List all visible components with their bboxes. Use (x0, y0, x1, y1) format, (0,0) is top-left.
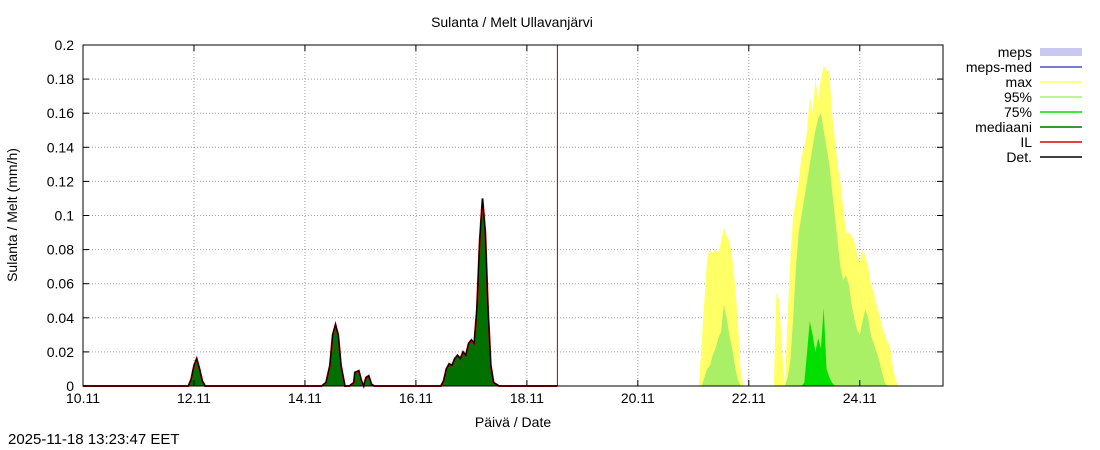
x-tick-label: 20.11 (621, 390, 655, 406)
y-tick-label: 0.14 (47, 139, 74, 155)
axes: 0 0.02 0.04 0.06 0.08 0.1 0.12 0.14 0.16 0.18 0.2 1… (47, 37, 943, 406)
legend-label: meps (998, 44, 1032, 60)
x-tick-label: 12.11 (177, 390, 211, 406)
y-tick-label: 0.02 (47, 344, 74, 360)
generated-timestamp: 2025-11-18 13:23:47 EET (8, 431, 180, 448)
legend-label: meps-med (966, 59, 1032, 75)
x-tick-label: 18.11 (510, 390, 544, 406)
x-tick-label: 14.11 (288, 390, 322, 406)
y-tick-label: 0.2 (55, 37, 75, 53)
series-observed-area (83, 198, 558, 386)
y-tick-label: 0.16 (47, 105, 74, 121)
y-tick-label: 0.06 (47, 276, 74, 292)
x-tick-label: 22.11 (732, 390, 766, 406)
y-tick-label: 0.12 (47, 173, 74, 189)
x-tick-label: 24.11 (843, 390, 877, 406)
legend-label: Det. (1006, 149, 1032, 165)
legend-label: 95% (1004, 89, 1032, 105)
chart-title: Sulanta / Melt Ullavanjärvi (431, 14, 593, 30)
y-tick-label: 0 (66, 378, 74, 394)
y-tick-label: 0.04 (47, 310, 74, 326)
y-tick-label: 0.1 (55, 208, 75, 224)
grid (83, 45, 943, 386)
series-areas (83, 65, 943, 386)
x-tick-label: 10.11 (66, 390, 100, 406)
y-tick-label: 0.08 (47, 242, 74, 258)
x-axis-label: Päivä / Date (475, 414, 551, 430)
series-95-area (557, 113, 943, 386)
y-axis-label: Sulanta / Melt (mm/h) (4, 148, 20, 282)
legend-swatch (1040, 48, 1082, 56)
legend-label: IL (1020, 134, 1032, 150)
y-tick-label: 0.18 (47, 71, 74, 87)
series-max-area (557, 65, 943, 386)
x-tick-label: 16.11 (399, 390, 433, 406)
legend-label: max (1006, 74, 1032, 90)
legend-label: mediaani (975, 119, 1032, 135)
legend-label: 75% (1004, 104, 1032, 120)
